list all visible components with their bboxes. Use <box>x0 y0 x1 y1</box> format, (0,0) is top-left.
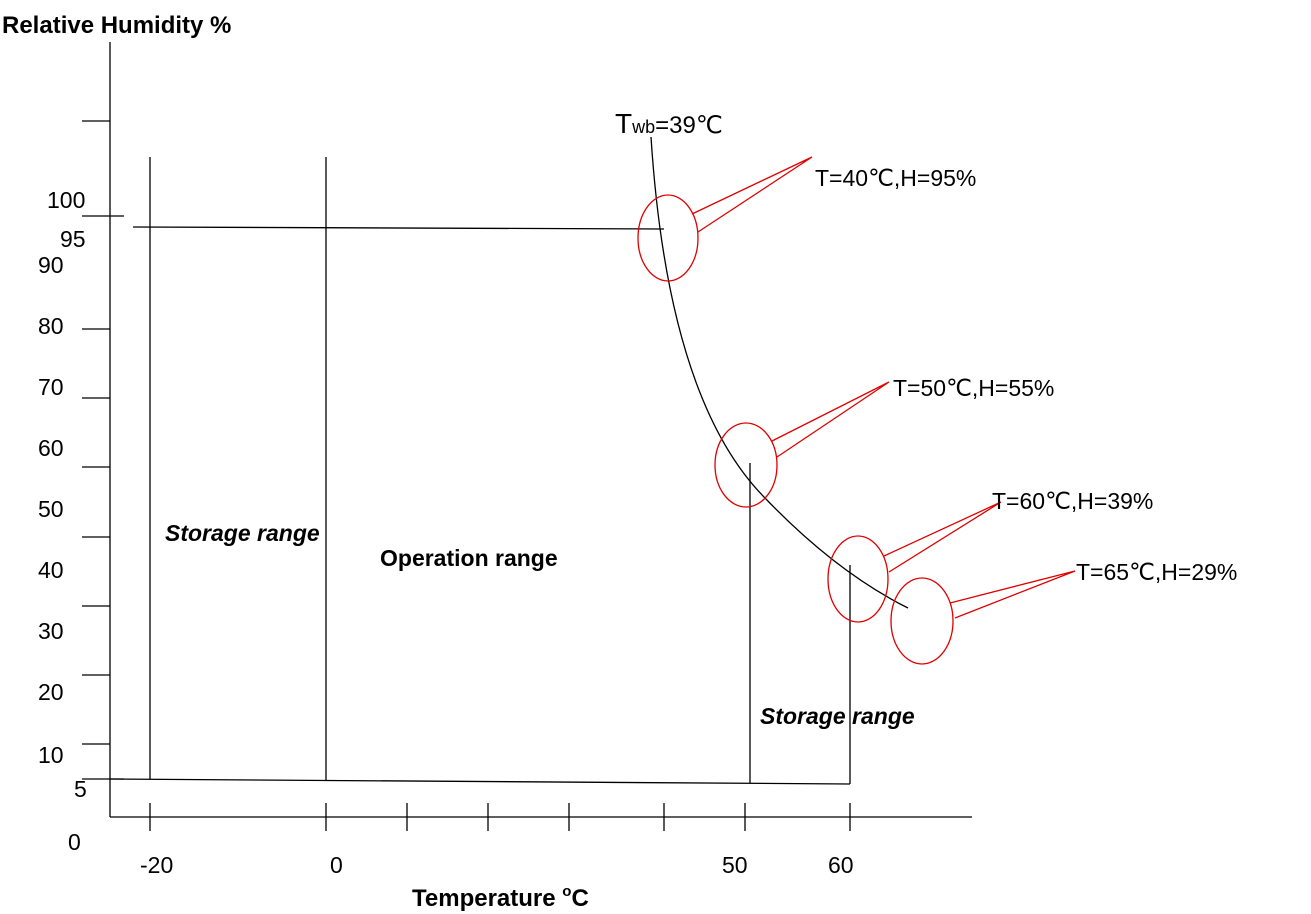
x-axis-label-unit: C <box>571 885 588 912</box>
annotation-label: T=50℃,H=55% <box>893 375 1054 401</box>
x-tick-label: 60 <box>828 852 854 878</box>
y-axis-label: Relative Humidity % <box>2 12 231 39</box>
x-axis-ticks <box>149 803 851 831</box>
y-tick-label: 5 <box>74 776 87 802</box>
x-axis-label-gap <box>556 885 563 912</box>
y-tick-label: 20 <box>38 679 64 705</box>
callout-ellipse <box>827 535 889 623</box>
y-tick-label: 40 <box>38 557 64 583</box>
x-tick-label: -20 <box>140 852 173 878</box>
wet-bulb-label-t: T <box>615 108 632 139</box>
wet-bulb-label-sub: wb <box>631 117 655 137</box>
annotation-labels: T=40℃,H=95% T=50℃,H=55% T=60℃,H=39% T=65… <box>815 165 1237 585</box>
callout-pointer <box>949 570 1076 619</box>
y-tick-label: 50 <box>38 496 64 522</box>
humidity-5-boundary <box>109 778 851 785</box>
x-tick-label: 0 <box>330 852 343 878</box>
x-axis-label-degree: o <box>562 883 571 900</box>
region-label-storage-right: Storage range <box>760 703 915 729</box>
y-tick-label: 70 <box>38 374 64 400</box>
y-tick-label: 30 <box>38 618 64 644</box>
callout-pointer <box>883 501 1002 573</box>
annotation-label: T=60℃,H=39% <box>992 488 1153 514</box>
y-tick-label: 60 <box>38 435 64 461</box>
y-tick-label: 80 <box>38 313 64 339</box>
y-tick-label: 0 <box>68 829 81 855</box>
y-tick-label: 95 <box>60 226 86 252</box>
wet-bulb-label-value: =39℃ <box>655 112 723 139</box>
callout-pointer <box>771 381 890 458</box>
y-axis-ticks <box>82 120 124 780</box>
x-tick-labels: -20 0 50 60 <box>140 852 854 878</box>
region-label-operation: Operation range <box>380 545 558 571</box>
x-axis-label: Temperature oC <box>412 883 589 912</box>
region-label-storage-left: Storage range <box>165 520 320 546</box>
callout-ellipse <box>637 194 699 282</box>
wet-bulb-label: Twb=39℃ <box>615 108 723 139</box>
annotation-label: T=40℃,H=95% <box>815 165 976 191</box>
callout-ellipse <box>714 422 778 508</box>
y-tick-label: 90 <box>38 252 64 278</box>
y-tick-label: 10 <box>38 742 64 768</box>
x-axis-label-text: Temperature <box>412 885 556 912</box>
callout-pointer <box>691 156 813 233</box>
annotation-label: T=65℃,H=29% <box>1076 559 1237 585</box>
boundary-vertical-lines <box>149 157 851 784</box>
humidity-95-boundary <box>132 226 665 230</box>
annotation-callouts <box>637 156 1076 665</box>
callout-ellipse <box>890 577 954 665</box>
wet-bulb-curve <box>650 136 909 609</box>
y-tick-labels: 0 5 10 20 30 40 50 60 70 80 90 95 100 <box>38 187 87 855</box>
y-tick-label: 100 <box>47 187 85 213</box>
x-tick-label: 50 <box>722 852 748 878</box>
